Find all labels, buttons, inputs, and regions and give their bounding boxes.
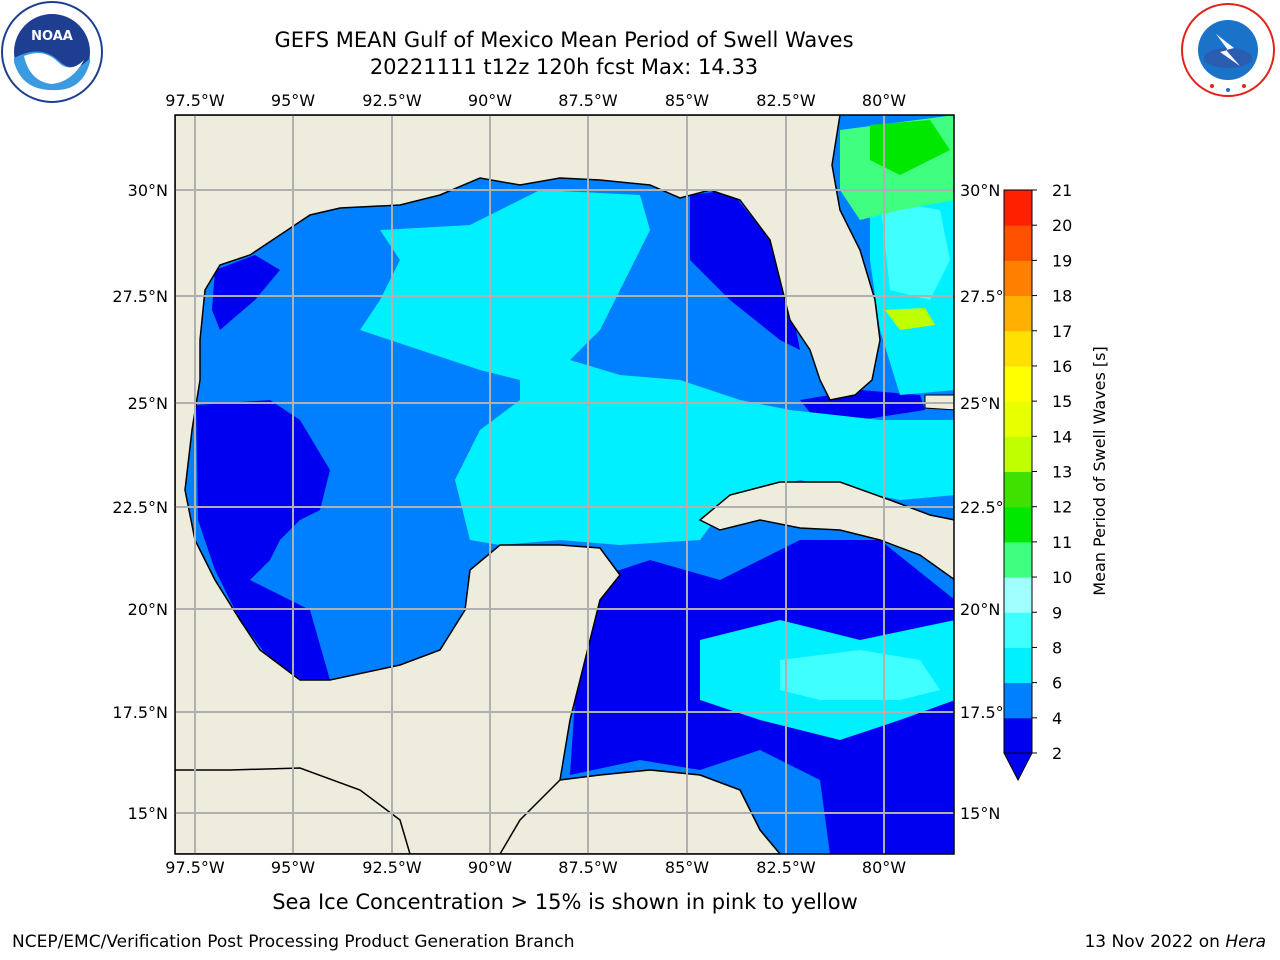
map-title: GEFS MEAN Gulf of Mexico Mean Period of … bbox=[274, 28, 854, 52]
colorbar-tick-label: 18 bbox=[1052, 287, 1072, 306]
colorbar: 21 20 19 18 17 16 15 14 13 12 11 10 9 8 6 4 2 bbox=[1003, 181, 1072, 782]
map-frame bbox=[174, 114, 955, 855]
lat-label-right: 15°N bbox=[960, 804, 1000, 823]
contour-2-4-northwest bbox=[212, 255, 280, 330]
graticule bbox=[175, 115, 954, 854]
colorbar-band bbox=[1004, 717, 1032, 754]
lon-label-bottom: 90°W bbox=[468, 858, 512, 877]
lon-label-bottom: 87.5°W bbox=[558, 858, 618, 877]
colorbar-tick-label: 14 bbox=[1052, 427, 1072, 446]
lat-label-left: 22.5°N bbox=[112, 498, 168, 517]
colorbar-tick-label: 10 bbox=[1052, 568, 1072, 587]
colorbar-tick-label: 9 bbox=[1052, 603, 1062, 622]
lon-label-top: 82.5°W bbox=[756, 91, 816, 110]
colorbar-band bbox=[1004, 330, 1032, 367]
lon-label-top: 97.5°W bbox=[165, 91, 225, 110]
colorbar-tick-label: 13 bbox=[1052, 463, 1072, 482]
lon-label-bottom: 82.5°W bbox=[756, 858, 816, 877]
lon-label-top: 92.5°W bbox=[362, 91, 422, 110]
colorbar-label: Mean Period of Swell Waves [s] bbox=[1090, 346, 1109, 595]
lon-label-top: 95°W bbox=[271, 91, 315, 110]
lon-label-bottom: 85°W bbox=[665, 858, 709, 877]
contour-2-4-northeast bbox=[690, 190, 800, 350]
colorbar-band bbox=[1004, 506, 1032, 543]
credit-date-text: 13 Nov 2022 on bbox=[1084, 932, 1226, 952]
colorbar-tick-label: 11 bbox=[1052, 533, 1072, 552]
contour-12-14-atlantic-max bbox=[885, 308, 935, 330]
lon-label-bottom: 95°W bbox=[271, 858, 315, 877]
lat-label-left: 20°N bbox=[128, 600, 168, 619]
contour-11-12-atlantic bbox=[870, 120, 950, 175]
lon-label-top: 87.5°W bbox=[558, 91, 618, 110]
sea-ice-note: Sea Ice Concentration > 15% is shown in … bbox=[272, 890, 858, 914]
map-subtitle: 20221111 t12z 120h fcst Max: 14.33 bbox=[369, 55, 759, 79]
colorbar-tick-label: 12 bbox=[1052, 498, 1072, 517]
colorbar-band bbox=[1004, 471, 1032, 508]
contour-6-8-caribbean bbox=[780, 650, 940, 700]
lon-label-top: 85°W bbox=[665, 91, 709, 110]
credit-date: 13 Nov 2022 on Hera bbox=[1084, 932, 1266, 952]
colorbar-tick-label: 17 bbox=[1052, 322, 1072, 341]
colorbar-band bbox=[1004, 436, 1032, 472]
contour-6-8-atlantic bbox=[880, 200, 950, 300]
colorbar-band bbox=[1004, 577, 1032, 613]
lon-labels: 97.5°W 95°W 92.5°W 90°W 87.5°W 85°W 82.5… bbox=[165, 91, 906, 877]
colorbar-band bbox=[1004, 295, 1032, 332]
colorbar-tick-label: 6 bbox=[1052, 674, 1062, 693]
nws-logo-icon bbox=[1181, 3, 1275, 97]
contour-4-6-central bbox=[360, 190, 954, 545]
lat-label-right: 30°N bbox=[960, 181, 1000, 200]
lat-label-left: 15°N bbox=[128, 804, 168, 823]
colorbar-tick-label: 4 bbox=[1052, 709, 1062, 728]
colorbar-band bbox=[1004, 541, 1032, 578]
lat-label-right: 27.5°N bbox=[960, 287, 1016, 306]
lat-labels-left: 30°N 27.5°N 25°N 22.5°N 20°N 17.5°N 15°N bbox=[112, 181, 168, 823]
svg-text:NOAA: NOAA bbox=[31, 29, 73, 44]
colorbar-tick-label: 19 bbox=[1052, 251, 1072, 270]
lat-labels-right: 30°N 27.5°N 25°N 22.5°N 20°N 17.5°N 15°N bbox=[960, 181, 1016, 823]
credit-host: Hera bbox=[1225, 932, 1266, 952]
colorbar-band bbox=[1004, 260, 1032, 297]
lat-label-right: 17.5°N bbox=[960, 703, 1016, 722]
colorbar-extend-arrow bbox=[1003, 752, 1033, 782]
colorbar-tick-label: 21 bbox=[1052, 181, 1072, 200]
colorbar-band bbox=[1004, 190, 1032, 226]
colorbar-tick-label: 20 bbox=[1052, 216, 1072, 235]
lat-label-left: 27.5°N bbox=[112, 287, 168, 306]
noaa-logo-icon: NOAA bbox=[1, 1, 103, 103]
lat-label-left: 25°N bbox=[128, 394, 168, 413]
lat-label-right: 25°N bbox=[960, 394, 1000, 413]
lat-label-right: 22.5°N bbox=[960, 498, 1016, 517]
colorbar-band bbox=[1004, 225, 1032, 261]
colorbar-band bbox=[1004, 365, 1032, 402]
contour-2-4-west bbox=[196, 400, 330, 690]
lon-label-bottom: 80°W bbox=[862, 858, 906, 877]
lon-label-top: 90°W bbox=[468, 91, 512, 110]
lon-label-bottom: 97.5°W bbox=[165, 858, 225, 877]
lon-label-bottom: 92.5°W bbox=[362, 858, 422, 877]
map-field bbox=[175, 115, 954, 854]
colorbar-band bbox=[1004, 401, 1032, 437]
colorbar-tick-label: 16 bbox=[1052, 357, 1072, 376]
credit-branch: NCEP/EMC/Verification Post Processing Pr… bbox=[12, 932, 575, 952]
colorbar-tick-label: 15 bbox=[1052, 392, 1072, 411]
lat-label-left: 30°N bbox=[128, 181, 168, 200]
colorbar-tick-label: 8 bbox=[1052, 638, 1062, 657]
colorbar-tick-label: 2 bbox=[1052, 744, 1062, 763]
colorbar-band bbox=[1004, 647, 1032, 684]
colorbar-band bbox=[1004, 612, 1032, 648]
lat-label-right: 20°N bbox=[960, 600, 1000, 619]
lat-label-left: 17.5°N bbox=[112, 703, 168, 722]
lon-label-top: 80°W bbox=[862, 91, 906, 110]
colorbar-band bbox=[1004, 682, 1032, 719]
